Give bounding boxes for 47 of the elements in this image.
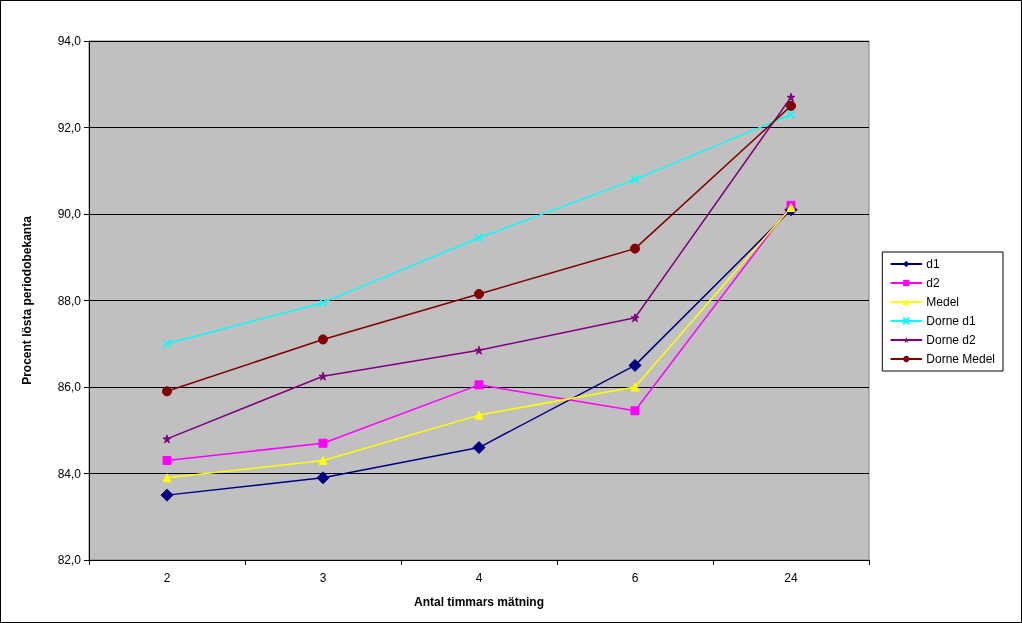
point: [630, 382, 640, 392]
point: [162, 386, 172, 397]
point: [474, 410, 484, 420]
point: [318, 334, 328, 345]
point: [472, 441, 486, 455]
point: [318, 297, 328, 308]
point: [630, 313, 640, 323]
point: [162, 456, 172, 466]
x-axis-title: Antal timmars mätning: [413, 595, 545, 609]
y-tick-label: 92,0: [57, 120, 82, 135]
y-axis-title: Procent lösta periodobekanta: [20, 215, 34, 385]
point: [630, 243, 640, 254]
point: [474, 345, 484, 355]
point: [628, 358, 642, 372]
legend-label: Dorne d1: [926, 314, 976, 328]
point: [162, 473, 172, 483]
legend-label: d2: [926, 276, 940, 290]
x-tick-label: 24: [784, 571, 798, 585]
point: [786, 92, 796, 102]
y-tick-label: 82,0: [57, 553, 82, 567]
point: [786, 109, 796, 120]
y-tick-label: 86,0: [57, 380, 82, 394]
point: [786, 100, 796, 111]
point: [162, 434, 172, 444]
point: [318, 456, 328, 466]
point: [162, 339, 172, 349]
point: [474, 380, 484, 390]
point: [630, 174, 640, 185]
x-tick-label: 4: [475, 571, 483, 585]
point: [630, 406, 640, 416]
point: [316, 471, 330, 485]
point: [474, 289, 484, 300]
y-tick-label: 88,0: [57, 293, 82, 308]
legend-label: Dorne Medel: [926, 352, 995, 366]
y-tick-label: 94,0: [57, 34, 82, 48]
y-tick-label: 90,0: [57, 207, 82, 221]
legend-label: d1: [926, 257, 940, 271]
point: [318, 438, 328, 448]
x-tick-label: 2: [163, 571, 171, 585]
x-tick-label: 3: [319, 571, 327, 585]
legend-label: Medel: [926, 295, 959, 309]
y-tick-label: 84,0: [57, 466, 82, 481]
x-tick-label: 6: [631, 571, 639, 585]
point: [474, 233, 484, 243]
point: [160, 488, 174, 502]
point: [318, 371, 328, 381]
legend-label: Dorne d2: [926, 333, 976, 347]
